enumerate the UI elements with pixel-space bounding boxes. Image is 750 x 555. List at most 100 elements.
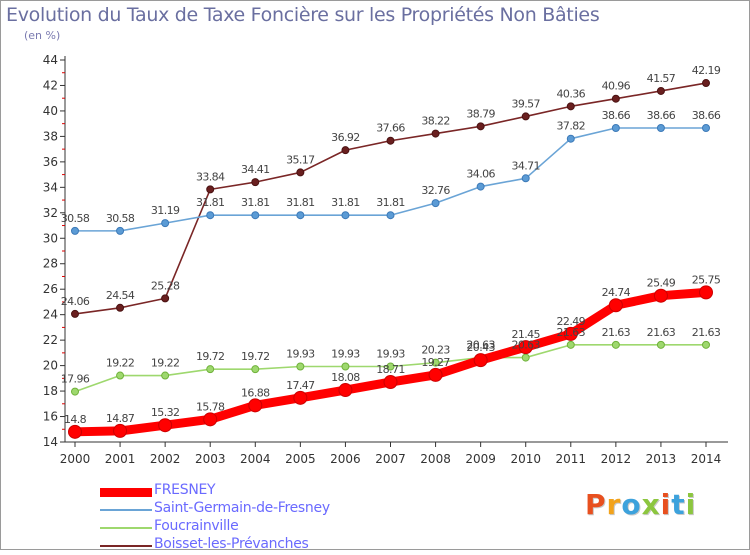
data-label: 30.58 xyxy=(61,212,90,225)
data-point xyxy=(116,226,125,235)
data-point xyxy=(161,294,170,303)
data-label: 17.96 xyxy=(61,373,90,386)
data-label: 14.87 xyxy=(106,412,135,425)
data-point xyxy=(248,398,263,413)
logo-letter: i xyxy=(685,488,697,521)
data-point xyxy=(518,340,533,355)
data-label: 24.74 xyxy=(602,286,631,299)
data-point xyxy=(383,375,398,390)
data-point xyxy=(251,178,260,187)
data-label: 22.49 xyxy=(557,315,586,328)
data-label: 31.19 xyxy=(151,204,180,217)
y-tick-label: 38 xyxy=(43,129,58,143)
data-label: 21.63 xyxy=(692,326,721,339)
data-label: 19.27 xyxy=(421,356,450,369)
data-point xyxy=(116,371,125,380)
data-point xyxy=(341,362,350,371)
data-label: 36.92 xyxy=(331,131,360,144)
x-tick-label: 2000 xyxy=(60,452,91,466)
legend-label: FRESNEY xyxy=(154,482,216,498)
y-tick-label: 36 xyxy=(43,155,58,169)
data-label: 19.72 xyxy=(196,350,225,363)
legend-label: Foucrainville xyxy=(154,518,239,534)
data-label: 25.49 xyxy=(647,277,676,290)
data-point xyxy=(386,211,395,220)
legend-label: Saint-Germain-de-Fresney xyxy=(154,500,330,516)
data-label: 40.96 xyxy=(602,80,631,93)
data-label: 19.22 xyxy=(151,357,180,370)
legend-swatch xyxy=(100,487,152,497)
data-label: 19.93 xyxy=(331,347,360,360)
logo-letter: o xyxy=(621,488,642,521)
y-tick-label: 40 xyxy=(43,104,58,118)
x-tick-label: 2007 xyxy=(375,452,406,466)
logo-letter: r xyxy=(606,488,622,521)
data-label: 38.66 xyxy=(602,109,631,122)
data-label: 20.63 xyxy=(466,339,495,352)
x-tick-label: 2001 xyxy=(105,452,136,466)
y-tick-label: 22 xyxy=(43,333,58,347)
data-label: 14.8 xyxy=(64,413,87,426)
x-tick-label: 2012 xyxy=(601,452,632,466)
data-label: 31.81 xyxy=(286,196,315,209)
data-point xyxy=(521,353,530,362)
logo-letter: t xyxy=(671,488,686,521)
data-label: 34.41 xyxy=(241,163,270,176)
data-point xyxy=(296,211,305,220)
data-label: 41.57 xyxy=(647,72,676,85)
y-tick-label: 44 xyxy=(43,53,58,67)
chart-title: Evolution du Taux de Taxe Foncière sur l… xyxy=(6,4,600,26)
data-label: 38.66 xyxy=(692,109,721,122)
data-label: 21.63 xyxy=(647,326,676,339)
data-label: 38.22 xyxy=(421,115,450,128)
data-label: 42.19 xyxy=(692,64,721,77)
data-label: 25.75 xyxy=(692,273,721,286)
data-label: 31.81 xyxy=(196,196,225,209)
data-point xyxy=(293,390,308,405)
y-tick-label: 16 xyxy=(43,410,58,424)
data-label: 34.06 xyxy=(466,168,495,181)
data-label: 21.63 xyxy=(557,326,586,339)
y-tick-label: 30 xyxy=(43,231,58,245)
data-label: 18.71 xyxy=(376,363,405,376)
data-point xyxy=(653,288,668,303)
data-label: 39.57 xyxy=(511,97,540,110)
data-point xyxy=(656,86,665,95)
y-tick-label: 42 xyxy=(43,78,58,92)
x-tick-label: 2009 xyxy=(465,452,496,466)
data-point xyxy=(386,362,395,371)
data-point xyxy=(113,423,128,438)
data-label: 21.63 xyxy=(602,326,631,339)
data-label: 17.47 xyxy=(286,379,315,392)
data-point xyxy=(431,129,440,138)
data-point xyxy=(611,123,620,132)
data-point xyxy=(341,211,350,220)
data-label: 20.43 xyxy=(466,341,495,354)
data-point xyxy=(431,358,440,367)
data-point xyxy=(71,387,79,396)
x-tick-label: 2005 xyxy=(285,452,316,466)
x-tick-label: 2004 xyxy=(240,452,271,466)
legend-swatch xyxy=(100,527,152,529)
x-tick-label: 2014 xyxy=(691,452,722,466)
data-point xyxy=(476,122,485,131)
data-point xyxy=(702,79,710,88)
data-point xyxy=(68,424,82,439)
y-tick-label: 26 xyxy=(43,282,58,296)
y-tick-label: 18 xyxy=(43,384,58,398)
data-label: 37.82 xyxy=(557,120,586,133)
data-point xyxy=(161,219,170,228)
data-point xyxy=(566,134,575,143)
data-point xyxy=(206,211,215,220)
data-point xyxy=(521,174,530,183)
data-point xyxy=(251,211,260,220)
data-label: 37.66 xyxy=(376,122,405,135)
x-tick-label: 2011 xyxy=(556,452,587,466)
data-point xyxy=(563,326,578,341)
data-point xyxy=(611,94,620,103)
legend-swatch xyxy=(100,509,152,511)
y-tick-label: 34 xyxy=(43,180,58,194)
data-label: 19.22 xyxy=(106,357,135,370)
data-label: 24.06 xyxy=(61,295,90,308)
